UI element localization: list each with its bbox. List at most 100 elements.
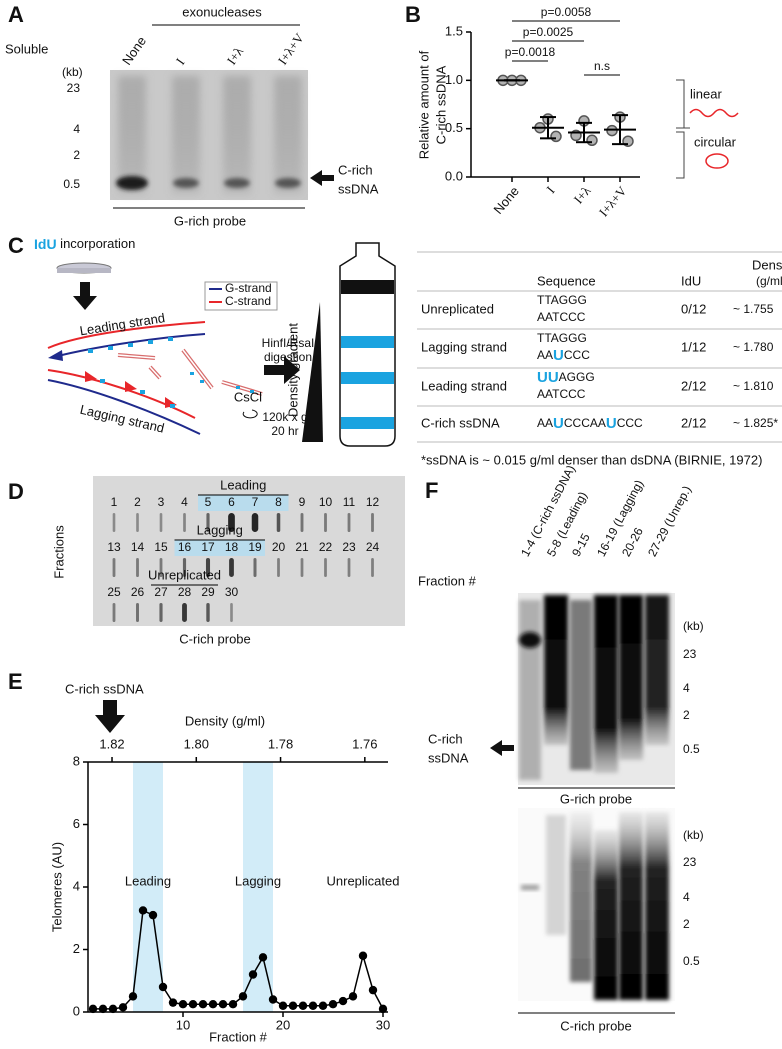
y-tick-label: 1.0 bbox=[445, 72, 463, 87]
fraction-label: 23 bbox=[342, 540, 356, 554]
fraction-label: 20 bbox=[272, 540, 286, 554]
size-marker: 23 bbox=[683, 855, 697, 869]
data-point bbox=[288, 1001, 298, 1010]
band-label: C-rich bbox=[338, 162, 373, 177]
tube-band bbox=[341, 417, 394, 429]
segment: U bbox=[553, 347, 564, 364]
density: ~ 1.780 bbox=[733, 340, 774, 354]
spin-arrow bbox=[242, 409, 258, 419]
data-point bbox=[168, 998, 178, 1007]
idu-mark bbox=[200, 380, 204, 383]
data-point bbox=[550, 130, 562, 143]
fraction-label: 9 bbox=[299, 495, 306, 509]
fraction-label: 22 bbox=[319, 540, 333, 554]
panel-letter: C bbox=[8, 233, 24, 258]
data-point bbox=[258, 953, 268, 962]
size-marker: 2 bbox=[73, 148, 80, 162]
error-bar bbox=[612, 114, 628, 146]
comparison-label: p=0.0058 bbox=[541, 5, 592, 19]
data-point bbox=[378, 1004, 388, 1014]
column-header: IdU bbox=[681, 273, 701, 288]
fraction-label: 15 bbox=[154, 540, 168, 554]
fraction-label: 21 bbox=[295, 540, 309, 554]
tube-band bbox=[341, 280, 394, 294]
data-point bbox=[338, 996, 348, 1006]
size-marker: 4 bbox=[683, 890, 690, 904]
data-point bbox=[358, 951, 368, 960]
size-marker: 4 bbox=[73, 122, 80, 136]
lane-label: 20-26 bbox=[619, 525, 646, 559]
segment: CCC bbox=[617, 416, 643, 430]
x2-axis-label: Density (g/ml) bbox=[185, 713, 265, 728]
okazaki-head bbox=[125, 381, 137, 392]
segment: TTAGGG bbox=[537, 331, 587, 345]
idu-mark bbox=[148, 340, 153, 344]
step-label: digestion bbox=[264, 350, 312, 364]
gel-lane bbox=[594, 595, 618, 773]
gel-lane bbox=[594, 830, 618, 1000]
panel-letter: A bbox=[8, 2, 24, 27]
y-tick-label: 4 bbox=[73, 878, 80, 893]
fragment bbox=[117, 354, 156, 359]
panel-letter: F bbox=[425, 478, 438, 503]
data-point bbox=[238, 992, 248, 1001]
band-label: C-rich bbox=[428, 731, 463, 746]
heading: IdU incorporation bbox=[34, 236, 135, 252]
circular-icon bbox=[705, 153, 729, 169]
slot bbox=[112, 513, 116, 532]
fraction-label: 1 bbox=[111, 495, 118, 509]
fragment bbox=[182, 349, 213, 389]
data-point bbox=[138, 906, 148, 915]
data-point bbox=[198, 999, 208, 1009]
unit-label: (kb) bbox=[683, 619, 704, 633]
segment: AATCCC bbox=[537, 310, 586, 324]
data-point bbox=[248, 970, 258, 979]
slot bbox=[112, 603, 116, 622]
slot bbox=[205, 558, 211, 577]
size-marker: 0.5 bbox=[63, 177, 80, 191]
band-label: ssDNA bbox=[428, 750, 469, 765]
panel-letter: B bbox=[405, 2, 421, 27]
fraction-label: 16 bbox=[178, 540, 192, 554]
fraction-label: 27 bbox=[154, 585, 168, 599]
fraction-label: 12 bbox=[366, 495, 380, 509]
fraction-label: 29 bbox=[201, 585, 215, 599]
gradient-wedge bbox=[302, 302, 323, 442]
gel-smear bbox=[223, 76, 251, 194]
idu-mark bbox=[140, 390, 145, 394]
slot bbox=[206, 603, 210, 622]
step-label: 120k x g bbox=[262, 410, 307, 424]
idu-mark bbox=[236, 386, 240, 389]
idu-count: 2/12 bbox=[681, 378, 706, 393]
gel-lane bbox=[521, 885, 539, 890]
y-tick-label: 0.0 bbox=[445, 168, 463, 183]
data-point bbox=[98, 1004, 108, 1014]
idu-count: 0/12 bbox=[681, 301, 706, 316]
y-tick-label: 1.5 bbox=[445, 23, 463, 38]
fraction-label: 24 bbox=[366, 540, 380, 554]
data-point bbox=[218, 999, 228, 1009]
slot bbox=[300, 558, 304, 577]
slot bbox=[112, 558, 116, 577]
slot bbox=[159, 513, 163, 532]
slot bbox=[136, 513, 139, 532]
fraction-label: 6 bbox=[228, 495, 235, 509]
density: ~ 1.810 bbox=[733, 379, 774, 393]
data-point bbox=[118, 1003, 128, 1012]
panel-letter: E bbox=[8, 669, 23, 694]
linear-icon bbox=[689, 108, 739, 118]
footnote: *ssDNA is ~ 0.015 g/ml denser than dsDNA… bbox=[421, 452, 762, 467]
segment: IdU bbox=[34, 236, 57, 252]
y-axis-label: Telomeres (AU) bbox=[49, 842, 64, 932]
fraction-label: 4 bbox=[181, 495, 188, 509]
gel-band bbox=[173, 178, 199, 188]
region bbox=[133, 762, 163, 1012]
probe-label: C-rich probe bbox=[179, 631, 251, 646]
legend-entry: G-strand bbox=[225, 281, 272, 295]
segment: CCCAA bbox=[564, 416, 606, 430]
region bbox=[198, 495, 289, 511]
fraction-label: 30 bbox=[225, 585, 239, 599]
gel-lane bbox=[570, 600, 592, 770]
band-arrow bbox=[310, 170, 334, 186]
